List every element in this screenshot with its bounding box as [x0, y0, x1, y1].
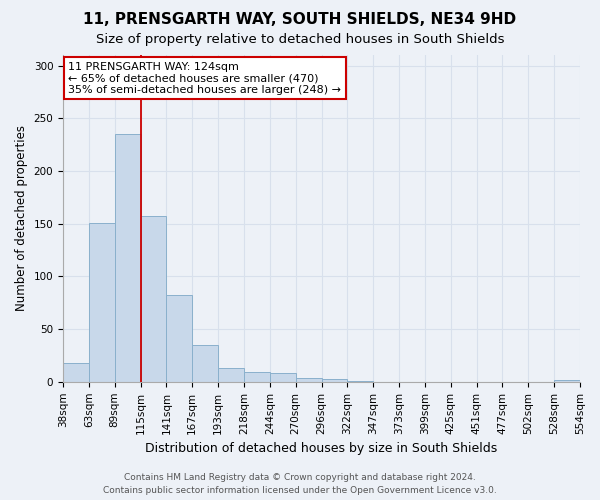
Bar — [218, 368, 244, 382]
Bar — [89, 222, 115, 382]
Bar — [296, 378, 322, 382]
Bar — [63, 363, 89, 382]
Bar — [554, 380, 580, 382]
Bar — [140, 216, 166, 382]
Text: Size of property relative to detached houses in South Shields: Size of property relative to detached ho… — [96, 32, 504, 46]
Bar — [347, 381, 373, 382]
Bar — [166, 296, 192, 382]
Text: Contains HM Land Registry data © Crown copyright and database right 2024.
Contai: Contains HM Land Registry data © Crown c… — [103, 474, 497, 495]
Text: 11 PRENSGARTH WAY: 124sqm
← 65% of detached houses are smaller (470)
35% of semi: 11 PRENSGARTH WAY: 124sqm ← 65% of detac… — [68, 62, 341, 94]
Bar — [192, 345, 218, 382]
Bar — [115, 134, 140, 382]
Bar — [322, 378, 347, 382]
Bar — [270, 374, 296, 382]
X-axis label: Distribution of detached houses by size in South Shields: Distribution of detached houses by size … — [145, 442, 497, 455]
Text: 11, PRENSGARTH WAY, SOUTH SHIELDS, NE34 9HD: 11, PRENSGARTH WAY, SOUTH SHIELDS, NE34 … — [83, 12, 517, 28]
Bar — [244, 372, 270, 382]
Y-axis label: Number of detached properties: Number of detached properties — [15, 126, 28, 312]
